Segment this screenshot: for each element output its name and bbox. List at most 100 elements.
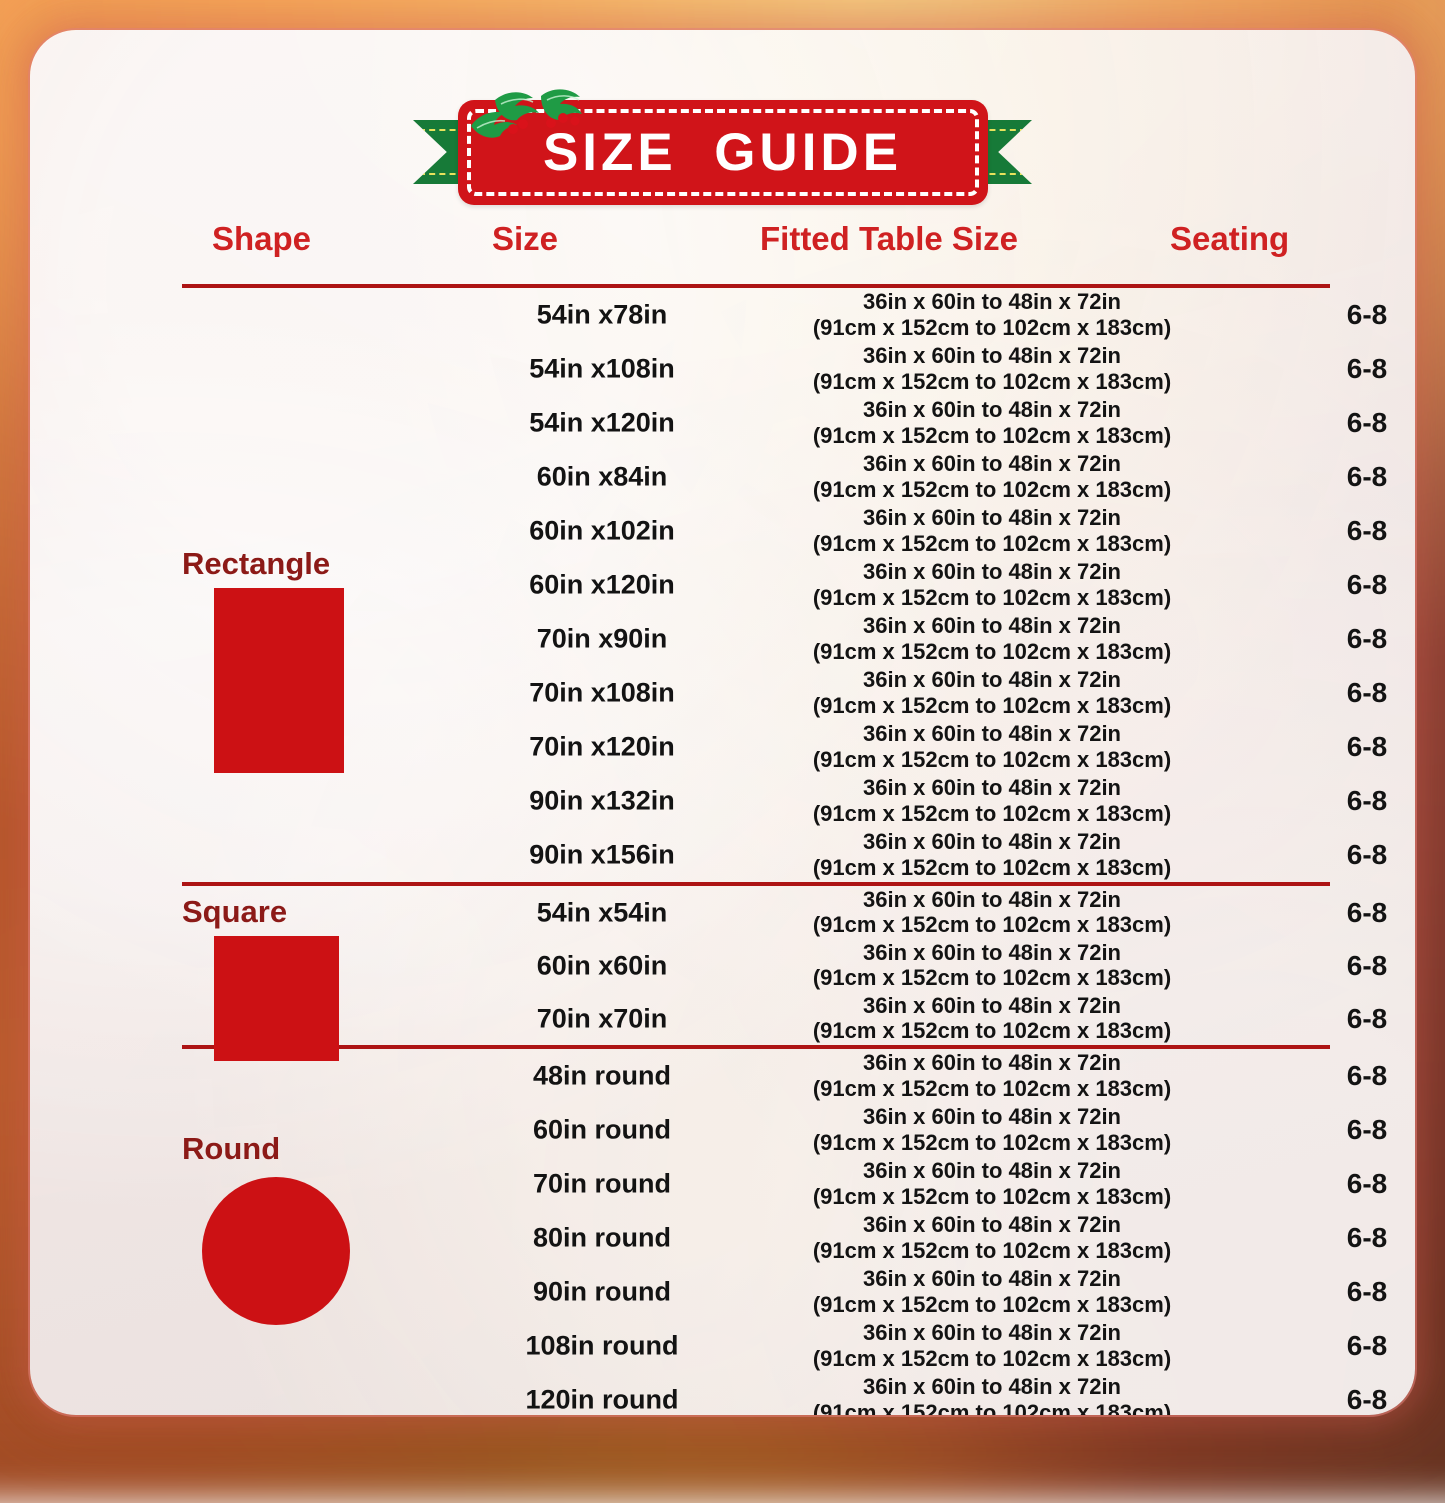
table-row: 54in x108in 36in x 60in to 48in x 72in (91… (452, 342, 1387, 396)
cell-fitted-table-size: 36in x 60in to 48in x 72in (91cm x 152cm … (752, 667, 1232, 719)
cell-size: 60in x102in (529, 515, 675, 546)
cell-size: 90in round (532, 1276, 671, 1307)
cell-size: 90in x156in (529, 839, 675, 870)
cell-size: 54in x54in (536, 897, 668, 927)
fitted-line-cm: (91cm x 152cm to 102cm x 183cm) (812, 315, 1172, 340)
cell-seating: 6-8 (1346, 731, 1388, 762)
cell-size: 48in round (532, 1060, 671, 1091)
cell-fitted-table-size: 36in x 60in to 48in x 72in (91cm x 152cm … (752, 505, 1232, 557)
fitted-line-cm: (91cm x 152cm to 102cm x 183cm) (812, 1018, 1172, 1044)
fitted-line-cm: (91cm x 152cm to 102cm x 183cm) (812, 585, 1172, 610)
table-row: 70in x108in 36in x 60in to 48in x 72in (91… (452, 666, 1387, 720)
cell-fitted-table-size: 36in x 60in to 48in x 72in (91cm x 152cm … (752, 289, 1232, 341)
table-row: 60in x60in 36in x 60in to 48in x 72in (91c… (452, 939, 1388, 992)
section-divider-rectangle-square (182, 882, 1330, 886)
fitted-line-cm: (91cm x 152cm to 102cm x 183cm) (812, 477, 1172, 502)
column-header-size: Size (492, 220, 559, 257)
cell-seating: 6-8 (1346, 1222, 1388, 1253)
table-row: 108in round 36in x 60in to 48in x 72in (91… (452, 1319, 1387, 1373)
cell-size: 54in x120in (529, 407, 675, 438)
table-row: 70in round 36in x 60in to 48in x 72in (91c… (452, 1157, 1387, 1211)
fitted-line-cm: (91cm x 152cm to 102cm x 183cm) (812, 369, 1172, 394)
fitted-line-cm: (91cm x 152cm to 102cm x 183cm) (812, 639, 1172, 664)
cell-seating: 6-8 (1346, 353, 1388, 384)
cell-size: 60in round (532, 1114, 671, 1145)
cell-size: 60in x84in (536, 461, 668, 492)
cell-fitted-table-size: 36in x 60in to 48in x 72in (91cm x 152cm … (752, 1374, 1232, 1415)
cell-fitted-table-size: 36in x 60in to 48in x 72in (91cm x 152cm … (752, 1158, 1232, 1210)
cell-fitted-table-size: 36in x 60in to 48in x 72in (91cm x 152cm … (752, 559, 1232, 611)
fitted-line-inches: 36in x 60in to 48in x 72in (863, 886, 1121, 912)
table-row: 48in round 36in x 60in to 48in x 72in (91c… (452, 1049, 1387, 1103)
cell-fitted-table-size: 36in x 60in to 48in x 72in (91cm x 152cm … (752, 775, 1232, 827)
cell-fitted-table-size: 36in x 60in to 48in x 72in (91cm x 152cm … (752, 451, 1232, 503)
fitted-line-inches: 36in x 60in to 48in x 72in (863, 829, 1121, 855)
fitted-line-inches: 36in x 60in to 48in x 72in (863, 397, 1121, 423)
cell-seating: 6-8 (1346, 1114, 1388, 1145)
fitted-line-cm: (91cm x 152cm to 102cm x 183cm) (812, 423, 1172, 448)
rows-rectangle: 54in x78in 36in x 60in to 48in x 72in (91c… (452, 288, 1388, 882)
banner-plate: SIZE GUIDE (457, 100, 988, 205)
fitted-line-inches: 36in x 60in to 48in x 72in (863, 939, 1121, 965)
table-row: 60in x102in 36in x 60in to 48in x 72in (91… (452, 504, 1387, 558)
cell-seating: 6-8 (1346, 677, 1388, 708)
size-guide-table: Shape Size Fitted Table Size Seating Rec… (152, 220, 1388, 1415)
cell-seating: 6-8 (1346, 839, 1388, 870)
table-row: 90in x156in 36in x 60in to 48in x 72in (91… (452, 828, 1387, 882)
cell-seating: 6-8 (1346, 1384, 1388, 1415)
fitted-line-cm: (91cm x 152cm to 102cm x 183cm) (812, 1292, 1172, 1317)
fitted-line-cm: (91cm x 152cm to 102cm x 183cm) (812, 747, 1172, 772)
cell-seating: 6-8 (1346, 1002, 1388, 1034)
fitted-line-cm: (91cm x 152cm to 102cm x 183cm) (812, 1184, 1172, 1209)
fitted-line-inches: 36in x 60in to 48in x 72in (863, 505, 1121, 531)
rectangle-swatch (214, 588, 344, 773)
fitted-line-cm: (91cm x 152cm to 102cm x 183cm) (812, 531, 1172, 556)
column-header-fitted-table-size: Fitted Table Size (760, 220, 1018, 257)
fitted-line-inches: 36in x 60in to 48in x 72in (863, 289, 1121, 315)
fitted-line-inches: 36in x 60in to 48in x 72in (863, 1050, 1121, 1076)
cell-fitted-table-size: 36in x 60in to 48in x 72in (91cm x 152cm … (752, 887, 1232, 939)
cell-size: 60in x120in (529, 569, 675, 600)
cell-size: 60in x60in (536, 950, 668, 980)
size-guide-card: SIZE GUIDE Shape (30, 30, 1415, 1415)
fitted-line-cm: (91cm x 152cm to 102cm x 183cm) (812, 1238, 1172, 1263)
cell-fitted-table-size: 36in x 60in to 48in x 72in (91cm x 152cm … (752, 993, 1232, 1045)
cell-fitted-table-size: 36in x 60in to 48in x 72in (91cm x 152cm … (752, 613, 1232, 665)
fitted-line-inches: 36in x 60in to 48in x 72in (863, 775, 1121, 801)
fitted-line-inches: 36in x 60in to 48in x 72in (863, 613, 1121, 639)
fitted-line-inches: 36in x 60in to 48in x 72in (863, 559, 1121, 585)
fitted-line-cm: (91cm x 152cm to 102cm x 183cm) (812, 965, 1172, 991)
section-divider-square-round (182, 1045, 1330, 1049)
table-row: 60in round 36in x 60in to 48in x 72in (91c… (452, 1103, 1387, 1157)
fitted-line-inches: 36in x 60in to 48in x 72in (863, 1374, 1121, 1400)
round-swatch (202, 1177, 350, 1325)
cell-size: 54in x108in (529, 353, 675, 384)
fitted-line-cm: (91cm x 152cm to 102cm x 183cm) (812, 1076, 1172, 1101)
fitted-line-inches: 36in x 60in to 48in x 72in (863, 343, 1121, 369)
cell-size: 120in round (525, 1384, 679, 1415)
cell-seating: 6-8 (1346, 569, 1388, 600)
section-round: Round 48in round 36in x 60in to 48in x 72… (152, 1049, 1387, 1415)
cell-fitted-table-size: 36in x 60in to 48in x 72in (91cm x 152cm … (752, 343, 1232, 395)
cell-fitted-table-size: 36in x 60in to 48in x 72in (91cm x 152cm … (752, 940, 1232, 992)
cell-fitted-table-size: 36in x 60in to 48in x 72in (91cm x 152cm … (752, 829, 1232, 881)
table-row: 60in x84in 36in x 60in to 48in x 72in (91c… (452, 450, 1388, 504)
header-divider (182, 284, 1330, 288)
shape-column-square: Square (152, 886, 452, 1061)
cell-size: 70in x90in (536, 623, 668, 654)
cell-seating: 6-8 (1346, 1168, 1388, 1199)
table-row: 60in x120in 36in x 60in to 48in x 72in (91… (452, 558, 1387, 612)
shape-label-square: Square (182, 894, 288, 929)
cell-fitted-table-size: 36in x 60in to 48in x 72in (91cm x 152cm … (752, 397, 1232, 449)
section-rectangle: Rectangle 54in x78in 36in x 60in to 48in … (152, 288, 1388, 882)
cell-size: 54in x78in (536, 299, 668, 330)
cell-fitted-table-size: 36in x 60in to 48in x 72in (91cm x 152cm … (752, 1050, 1232, 1102)
cell-size: 70in x108in (529, 677, 675, 708)
fitted-line-inches: 36in x 60in to 48in x 72in (863, 1104, 1121, 1130)
fitted-line-cm: (91cm x 152cm to 102cm x 183cm) (812, 801, 1172, 826)
fitted-line-cm: (91cm x 152cm to 102cm x 183cm) (812, 1346, 1172, 1371)
cell-fitted-table-size: 36in x 60in to 48in x 72in (91cm x 152cm … (752, 1320, 1232, 1372)
fitted-line-cm: (91cm x 152cm to 102cm x 183cm) (812, 912, 1172, 938)
fitted-line-inches: 36in x 60in to 48in x 72in (863, 451, 1121, 477)
fitted-line-cm: (91cm x 152cm to 102cm x 183cm) (812, 1130, 1172, 1155)
